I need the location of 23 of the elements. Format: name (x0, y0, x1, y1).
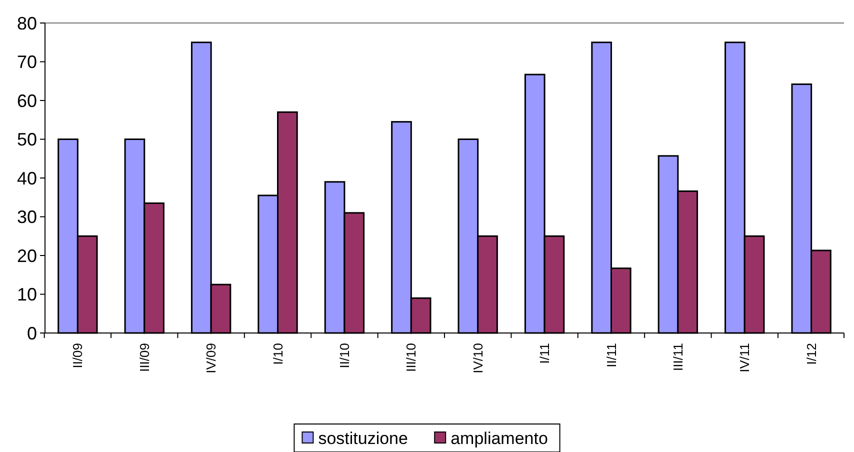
legend-label: sostituzione (318, 428, 408, 448)
x-tick-label: III/11 (670, 343, 686, 371)
y-tick-label: 80 (16, 13, 37, 34)
x-tick-label: IV/11 (737, 343, 752, 372)
y-tick-label: 10 (16, 284, 37, 305)
x-tick-label: II/10 (337, 343, 352, 368)
x-tick-label: I/10 (270, 343, 286, 365)
x-tick-label: III/10 (404, 343, 419, 372)
y-tick-label: 60 (16, 90, 37, 111)
x-tick-label: IV/09 (204, 343, 219, 374)
x-tick-label: II/09 (70, 343, 86, 368)
legend-label: ampliamento (450, 428, 548, 448)
x-tick-label: I/12 (804, 343, 819, 365)
y-tick-label: 70 (16, 52, 37, 72)
y-tick-label: 50 (16, 130, 37, 150)
y-tick-label: 20 (16, 246, 37, 266)
x-tick-label: I/11 (537, 343, 552, 364)
x-tick-label: II/11 (604, 343, 619, 368)
x-tick-label: IV/10 (470, 343, 486, 374)
x-tick-label: III/09 (136, 343, 152, 372)
y-tick-label: 40 (16, 168, 37, 188)
y-tick-label: 0 (26, 323, 37, 344)
y-tick-label: 30 (16, 207, 37, 228)
